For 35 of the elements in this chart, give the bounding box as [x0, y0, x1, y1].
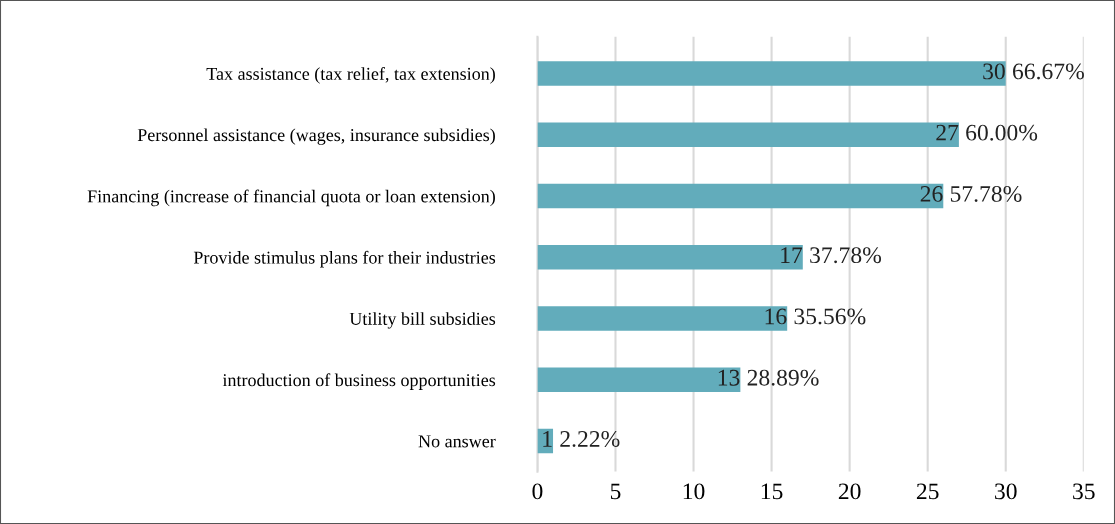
- y-tick-label: Provide stimulus plans for their industries: [193, 250, 496, 268]
- annotation: 37.78%: [810, 247, 882, 264]
- y-tick-label: Personnel assistance (wages, insurance subsidies): [137, 128, 495, 145]
- data-label: 26: [920, 185, 943, 202]
- data-label: 13: [718, 369, 740, 386]
- x-tick-label: 25: [916, 483, 939, 500]
- data-label: 1: [543, 431, 552, 447]
- annotation: 66.67%: [1012, 63, 1084, 80]
- y-tick-label: Utility bill subsidies: [349, 312, 496, 329]
- annotation: 57.78%: [950, 185, 1022, 202]
- bar: [537, 306, 788, 331]
- y-tick-label: Tax assistance (tax relief, tax extension): [206, 67, 495, 84]
- data-label: 17: [781, 247, 803, 263]
- bar: [537, 61, 1006, 86]
- annotation: 2.22%: [560, 430, 620, 447]
- bar: [537, 122, 959, 147]
- annotation: 35.56%: [794, 308, 866, 325]
- x-tick-label: 5: [610, 483, 621, 500]
- x-tick-label: 0: [532, 483, 543, 500]
- x-tick-label: 35: [1073, 483, 1095, 500]
- data-label: 16: [765, 308, 787, 325]
- bar: [537, 367, 741, 392]
- x-tick-label: 30: [995, 483, 1017, 500]
- data-label: 27: [936, 124, 959, 141]
- x-tick-label: 10: [683, 483, 705, 500]
- bar: [537, 244, 803, 270]
- y-tick-label: introduction of business opportunities: [222, 373, 496, 390]
- annotation: 28.89%: [747, 369, 819, 386]
- y-tick-label: No answer: [418, 435, 496, 448]
- x-tick-label: 15: [761, 483, 783, 500]
- data-label: 30: [983, 63, 1005, 80]
- bar: [537, 183, 944, 209]
- annotation: 60.00%: [966, 124, 1038, 141]
- y-tick-label: Financing (increase of financial quota or loan extension): [87, 189, 495, 207]
- x-tick-label: 20: [838, 483, 861, 500]
